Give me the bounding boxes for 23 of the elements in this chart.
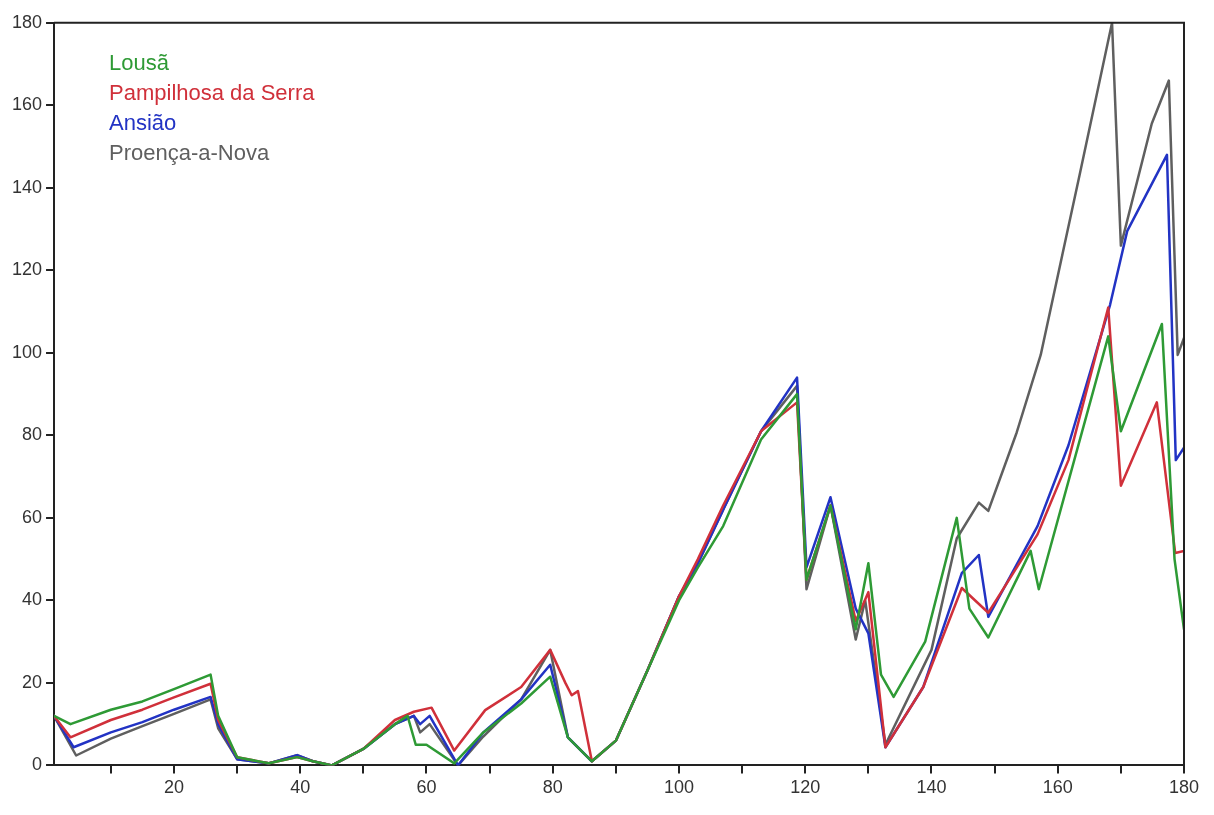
x-tick-label: 120 xyxy=(790,777,821,798)
y-tick-label: 160 xyxy=(11,94,43,115)
text: Pampilhosa da Serra xyxy=(109,79,316,105)
y-tick-label: 80 xyxy=(22,424,43,445)
y-tick-label: 40 xyxy=(22,589,43,610)
text: Lousã xyxy=(109,49,170,75)
text: Ansião xyxy=(109,109,177,135)
y-tick-label: 60 xyxy=(22,506,43,527)
x-tick-label: 180 xyxy=(1168,777,1200,798)
y-tick-label: 180 xyxy=(11,11,43,32)
text: Proença-a-Nova xyxy=(109,139,270,165)
y-tick-label: 140 xyxy=(11,176,43,197)
x-tick-label: 160 xyxy=(1042,777,1073,798)
x-tick-label: 40 xyxy=(290,777,311,798)
x-tick-label: 80 xyxy=(542,777,563,798)
y-tick-label: 100 xyxy=(11,341,43,362)
x-tick-label: 140 xyxy=(916,777,947,798)
x-tick-label: 60 xyxy=(416,777,437,798)
x-tick-label: 20 xyxy=(163,777,184,798)
y-tick-label: 0 xyxy=(32,754,43,775)
x-tick-label: 100 xyxy=(663,777,695,798)
y-tick-label: 120 xyxy=(11,259,43,280)
y-tick-label: 20 xyxy=(22,671,43,692)
